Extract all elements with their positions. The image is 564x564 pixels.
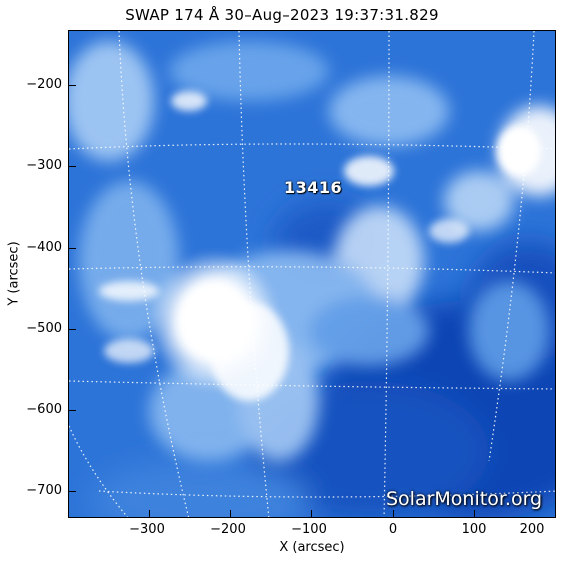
x-tick-label: −300 bbox=[129, 522, 165, 537]
x-tick-label: −100 bbox=[291, 522, 327, 537]
y-tick-label: −200 bbox=[26, 77, 62, 92]
y-tick-label: −500 bbox=[26, 321, 62, 336]
active-region-core bbox=[99, 91, 541, 401]
y-tick-mark bbox=[68, 491, 76, 492]
x-tick-mark bbox=[311, 510, 312, 518]
active-region-label: 13416 bbox=[284, 178, 343, 197]
y-tick-mark bbox=[68, 410, 76, 411]
watermark: SolarMonitor.org bbox=[386, 488, 543, 510]
y-tick-mark bbox=[68, 248, 76, 249]
x-tick-mark bbox=[230, 510, 231, 518]
y-tick-label: −600 bbox=[26, 402, 62, 417]
y-tick-label: −400 bbox=[26, 240, 62, 255]
x-tick-label: 0 bbox=[388, 522, 398, 537]
solar-image-panel bbox=[68, 30, 556, 518]
x-axis-title: X (arcsec) bbox=[279, 540, 345, 555]
y-tick-label: −300 bbox=[26, 158, 62, 173]
y-tick-mark bbox=[68, 329, 76, 330]
x-tick-mark bbox=[149, 510, 150, 518]
y-axis-title: Y (arcsec) bbox=[6, 241, 22, 306]
x-tick-mark bbox=[555, 510, 556, 518]
x-tick-label: −200 bbox=[210, 522, 246, 537]
y-tick-mark bbox=[68, 85, 76, 86]
x-tick-label: 200 bbox=[519, 522, 545, 537]
heliographic-grid bbox=[69, 31, 555, 517]
y-tick-label: −700 bbox=[26, 483, 62, 498]
x-tick-mark bbox=[393, 510, 394, 518]
x-tick-mark bbox=[474, 510, 475, 518]
image-title: SWAP 174 Å 30–Aug–2023 19:37:31.829 bbox=[125, 6, 439, 24]
x-tick-label: 100 bbox=[461, 522, 487, 537]
solar-image bbox=[69, 31, 555, 517]
y-tick-mark bbox=[68, 166, 76, 167]
